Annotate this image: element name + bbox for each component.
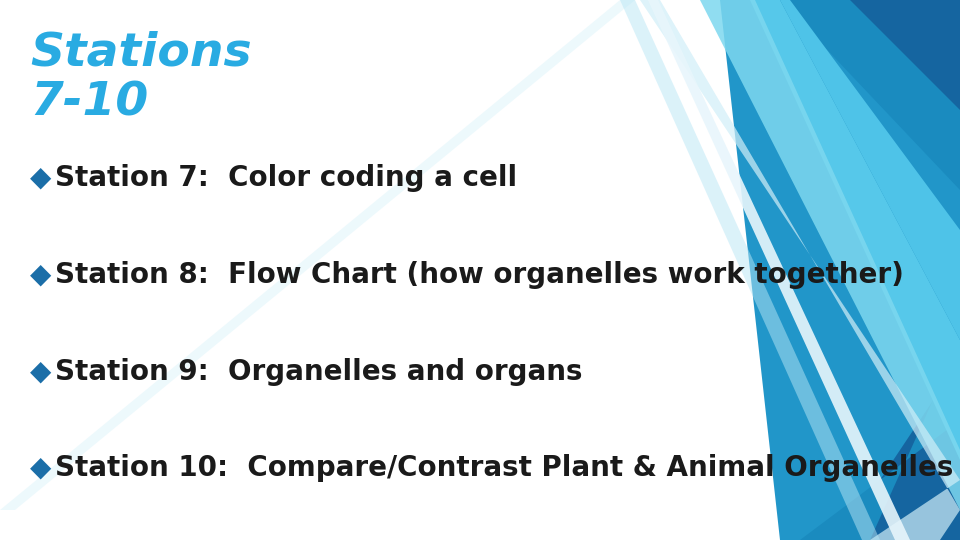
- Text: Station 9:  Organelles and organs: Station 9: Organelles and organs: [55, 358, 583, 386]
- Polygon shape: [620, 0, 880, 540]
- Polygon shape: [648, 0, 910, 540]
- Polygon shape: [840, 360, 960, 540]
- Polygon shape: [800, 340, 960, 540]
- Text: ◆: ◆: [30, 358, 52, 386]
- Text: 7-10: 7-10: [30, 80, 148, 125]
- Text: Stations: Stations: [30, 30, 252, 75]
- Polygon shape: [780, 0, 960, 190]
- Polygon shape: [720, 0, 960, 340]
- Polygon shape: [700, 0, 960, 510]
- Polygon shape: [720, 0, 960, 540]
- Text: Station 7:  Color coding a cell: Station 7: Color coding a cell: [55, 164, 517, 192]
- Text: ◆: ◆: [30, 454, 52, 482]
- Text: Station 10:  Compare/Contrast Plant & Animal Organelles: Station 10: Compare/Contrast Plant & Ani…: [55, 454, 953, 482]
- Polygon shape: [0, 0, 635, 510]
- Polygon shape: [680, 0, 960, 460]
- Text: ◆: ◆: [30, 261, 52, 289]
- Text: ◆: ◆: [30, 164, 52, 192]
- Polygon shape: [840, 0, 960, 120]
- Polygon shape: [640, 0, 960, 540]
- Text: Station 8:  Flow Chart (how organelles work together): Station 8: Flow Chart (how organelles wo…: [55, 261, 904, 289]
